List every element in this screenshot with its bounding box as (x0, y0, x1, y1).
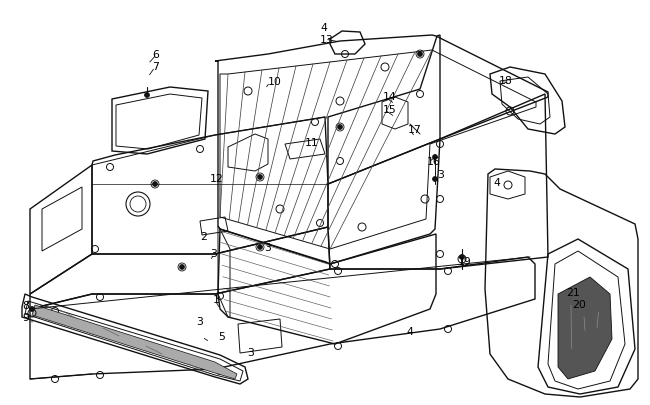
Circle shape (144, 93, 150, 98)
Text: 4: 4 (406, 326, 413, 336)
Circle shape (432, 155, 437, 160)
Text: 13: 13 (320, 35, 333, 45)
Text: 12: 12 (210, 174, 224, 183)
Circle shape (257, 175, 263, 180)
Text: 4: 4 (493, 177, 500, 188)
Text: 16: 16 (427, 157, 441, 166)
Text: 1: 1 (213, 294, 220, 304)
Text: 6: 6 (152, 50, 159, 60)
Text: 4: 4 (320, 23, 327, 33)
Text: 3: 3 (437, 170, 444, 179)
Text: 3: 3 (247, 347, 254, 357)
Text: 11: 11 (305, 138, 318, 148)
Text: 20: 20 (572, 299, 586, 309)
Circle shape (257, 245, 263, 250)
Text: 3: 3 (264, 243, 271, 252)
Text: 19: 19 (458, 256, 472, 266)
Circle shape (153, 182, 157, 187)
Text: 9: 9 (22, 312, 29, 322)
Text: 3: 3 (210, 248, 217, 258)
Circle shape (179, 265, 185, 270)
Text: 15: 15 (383, 105, 396, 115)
Circle shape (29, 307, 34, 312)
Circle shape (460, 255, 465, 260)
Text: 7: 7 (152, 62, 159, 72)
Text: 2: 2 (200, 231, 207, 241)
Circle shape (417, 52, 422, 58)
Text: 17: 17 (408, 125, 422, 135)
Polygon shape (558, 277, 612, 379)
Text: 21: 21 (566, 287, 580, 297)
Text: 18: 18 (499, 76, 513, 86)
Text: 3: 3 (196, 316, 203, 326)
Circle shape (337, 125, 343, 130)
Polygon shape (32, 305, 237, 379)
Text: 8: 8 (22, 300, 29, 310)
Text: 10: 10 (268, 77, 282, 87)
Text: 14: 14 (383, 92, 396, 102)
Text: 5: 5 (218, 331, 225, 341)
Circle shape (432, 177, 437, 182)
